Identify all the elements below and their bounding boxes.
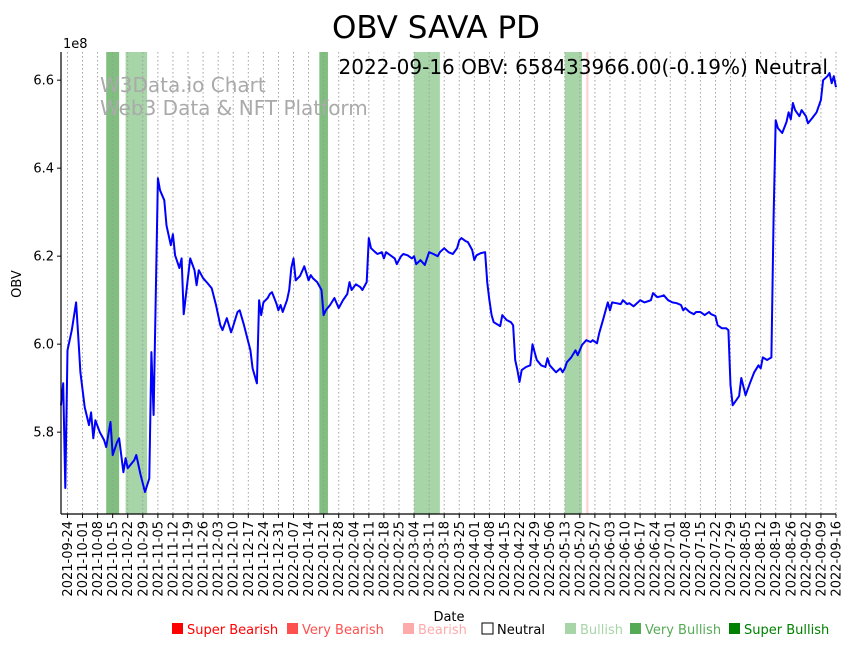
- x-tick-label: 2022-01-21: [317, 521, 332, 597]
- x-tick-label: 2022-07-01: [664, 521, 679, 597]
- legend-swatch: [172, 623, 183, 634]
- x-tick-label: 2022-07-22: [709, 521, 724, 597]
- x-tick-label: 2022-08-05: [739, 521, 754, 597]
- x-axis-label: Date: [433, 610, 464, 625]
- legend-item-super-bearish: Super Bearish: [187, 623, 278, 638]
- x-tick-label: 2022-08-12: [754, 521, 769, 597]
- x-tick-label: 2021-12-24: [257, 521, 272, 597]
- legend-swatch: [630, 623, 641, 634]
- band-bearish: [586, 52, 589, 514]
- x-tick-label: 2022-09-02: [799, 521, 814, 597]
- x-tick-label: 2022-06-10: [619, 521, 634, 597]
- y-tick-label: 6.6: [33, 74, 54, 89]
- legend-item-bearish: Bearish: [418, 623, 467, 638]
- x-tick-label: 2022-03-04: [408, 521, 423, 597]
- legend-swatch: [481, 622, 494, 635]
- x-tick-label: 2021-10-08: [91, 521, 106, 597]
- x-tick-label: 2022-04-15: [498, 521, 513, 597]
- x-tick-label: 2022-07-29: [724, 521, 739, 597]
- x-tick-label: 2022-04-29: [528, 521, 543, 597]
- x-tick-label: 2022-09-16: [830, 521, 845, 597]
- x-tick-label: 2022-05-13: [558, 521, 573, 597]
- x-tick-label: 2022-03-18: [438, 521, 453, 597]
- y-axis-ticks: 5.8 6.0 6.2 6.4 6.6: [33, 74, 61, 441]
- band-bullish: [125, 52, 148, 514]
- x-tick-label: 2021-11-26: [197, 521, 212, 597]
- band-very-bullish: [106, 52, 120, 514]
- x-tick-label: 2021-11-05: [151, 521, 166, 597]
- x-axis-ticks: 2021-09-24 2021-10-01 2021-10-08 2021-10-15…: [61, 514, 845, 597]
- legend-item-very-bullish: Very Bullish: [645, 623, 721, 638]
- y-tick-label: 6.0: [33, 338, 54, 353]
- watermark: W3Data.io Chart Web3 Data & NFT Platform: [100, 73, 368, 120]
- x-tick-label: 2022-04-08: [483, 521, 498, 597]
- legend-swatch: [729, 623, 740, 634]
- legend-swatch: [565, 623, 576, 634]
- x-tick-label: 2022-08-26: [784, 521, 799, 597]
- x-tick-label: 2022-06-03: [603, 521, 618, 597]
- legend-item-neutral: Neutral: [497, 623, 545, 638]
- band-bullish: [564, 52, 582, 514]
- band-very-bullish: [319, 52, 328, 514]
- x-tick-label: 2022-04-22: [513, 521, 528, 597]
- x-tick-label: 2022-04-01: [468, 521, 483, 597]
- watermark-line-2: Web3 Data & NFT Platform: [100, 96, 368, 120]
- x-tick-label: 2022-08-19: [769, 521, 784, 597]
- x-tick-label: 2021-10-22: [121, 521, 136, 597]
- x-tick-label: 2022-01-07: [287, 521, 302, 597]
- y-scale-label: 1e8: [63, 37, 88, 52]
- band-bullish: [414, 52, 440, 514]
- x-tick-label: 2021-12-03: [212, 521, 227, 597]
- x-tick-label: 2022-02-25: [392, 521, 407, 597]
- y-axis-label: OBV: [10, 270, 25, 298]
- x-tick-label: 2021-10-01: [76, 521, 91, 597]
- y-tick-label: 5.8: [33, 426, 54, 441]
- x-tick-label: 2022-01-14: [302, 521, 317, 597]
- x-tick-label: 2021-11-19: [182, 521, 197, 597]
- x-tick-label: 2021-09-24: [61, 521, 76, 597]
- y-tick-label: 6.4: [33, 162, 54, 177]
- x-tick-label: 2022-02-11: [362, 521, 377, 597]
- x-tick-label: 2022-06-24: [649, 521, 664, 597]
- y-tick-label: 6.2: [33, 250, 54, 265]
- x-tick-label: 2021-12-31: [272, 521, 287, 597]
- legend-swatch: [403, 623, 414, 634]
- x-tick-label: 2021-12-10: [227, 521, 242, 597]
- x-tick-label: 2022-03-11: [423, 521, 438, 597]
- x-tick-label: 2022-05-20: [573, 521, 588, 597]
- chart-title: OBV SAVA PD: [332, 10, 540, 46]
- latest-value-annotation: 2022-09-16 OBV: 658433966.00(-0.19%) Neu…: [339, 55, 828, 79]
- x-tick-label: 2022-07-15: [694, 521, 709, 597]
- legend-swatch: [287, 623, 298, 634]
- x-gridlines: [67, 52, 837, 514]
- x-tick-label: 2021-10-29: [136, 521, 151, 597]
- legend-item-bullish: Bullish: [580, 623, 623, 638]
- x-tick-label: 2022-07-08: [679, 521, 694, 597]
- watermark-line-1: W3Data.io Chart: [100, 73, 266, 97]
- x-tick-label: 2022-09-09: [814, 521, 829, 597]
- x-tick-label: 2022-01-28: [332, 521, 347, 597]
- x-tick-label: 2022-05-27: [588, 521, 603, 597]
- x-tick-label: 2021-10-15: [106, 521, 121, 597]
- x-tick-label: 2021-12-17: [242, 521, 257, 597]
- x-tick-label: 2022-02-04: [347, 521, 362, 597]
- x-tick-label: 2022-02-18: [377, 521, 392, 597]
- x-tick-label: 2022-03-25: [453, 521, 468, 597]
- x-tick-label: 2022-05-06: [543, 521, 558, 597]
- x-tick-label: 2022-06-17: [634, 521, 649, 597]
- legend-item-very-bearish: Very Bearish: [302, 623, 384, 638]
- legend-item-super-bullish: Super Bullish: [744, 623, 829, 638]
- signal-bands: [106, 52, 589, 514]
- x-tick-label: 2021-11-12: [166, 521, 181, 597]
- obv-series-line: [60, 72, 837, 493]
- legend: Super Bearish Very Bearish Bearish Neutral B…: [172, 622, 829, 638]
